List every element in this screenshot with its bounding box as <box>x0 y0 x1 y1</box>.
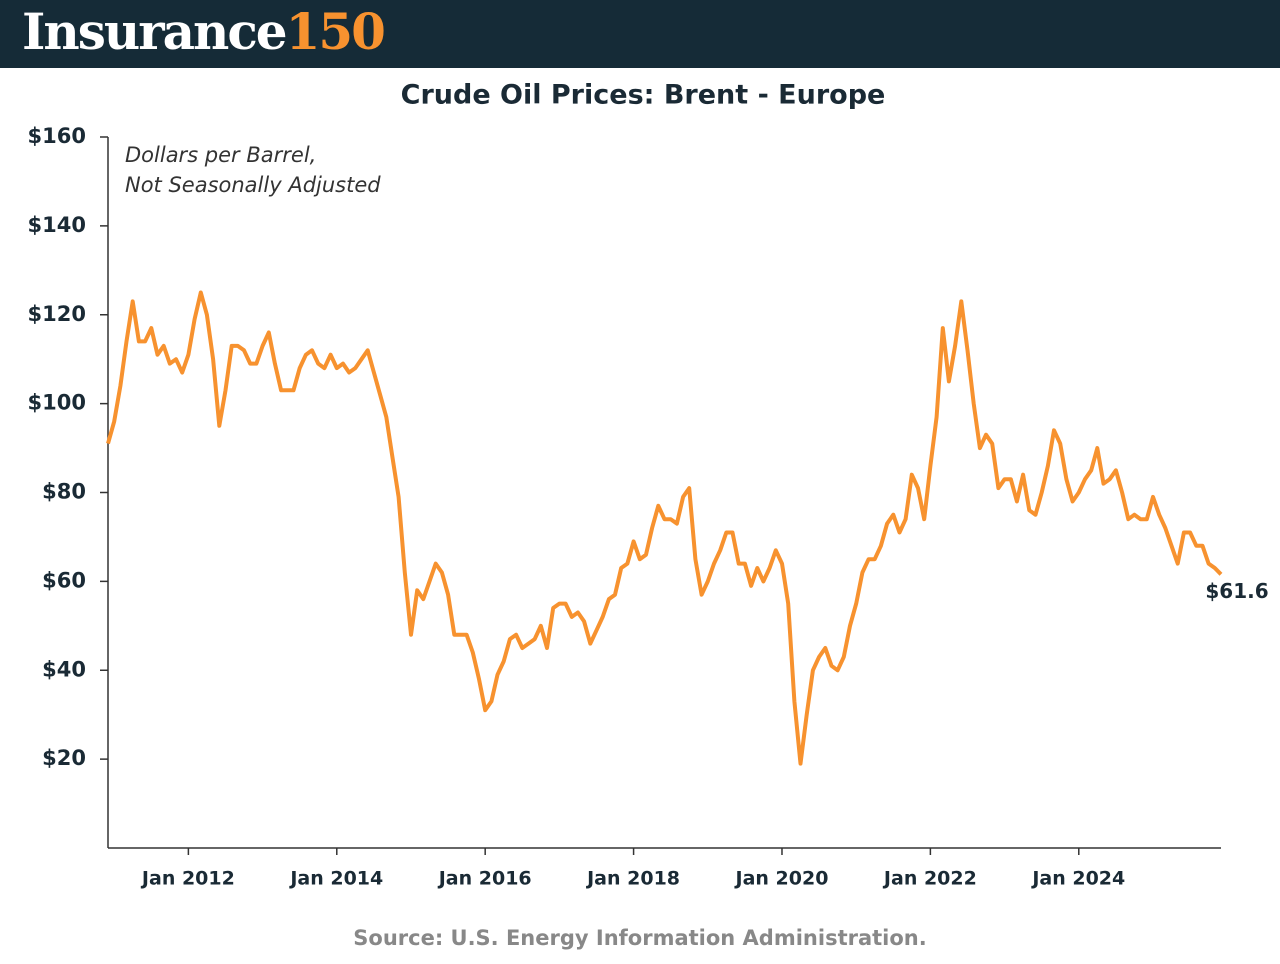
chart-title: Crude Oil Prices: Brent - Europe <box>401 80 886 111</box>
value-label: $61.6 <box>1205 579 1268 603</box>
y-tick-label: $20 <box>42 746 86 770</box>
x-tick-label: Jan 2020 <box>734 868 829 890</box>
x-tick-label: Jan 2022 <box>882 868 977 890</box>
subtitle: Not Seasonally Adjusted <box>125 173 381 197</box>
brand-logo: Insurance150 <box>22 2 384 61</box>
y-tick-label: $140 <box>28 213 86 237</box>
price-line <box>106 290 1223 766</box>
y-tick-label: $120 <box>28 302 86 326</box>
brand-name: Insurance <box>22 2 286 61</box>
brand-number: 150 <box>286 2 385 61</box>
x-tick-label: Jan 2016 <box>437 868 532 890</box>
subtitle: Dollars per Barrel, <box>125 143 316 167</box>
y-tick-label: $80 <box>42 480 86 504</box>
x-tick-label: Jan 2014 <box>288 868 383 890</box>
x-tick-label: Jan 2018 <box>585 868 680 890</box>
y-tick-label: $160 <box>28 124 86 148</box>
x-tick-label: Jan 2012 <box>140 868 235 890</box>
y-tick-label: $60 <box>42 568 86 592</box>
y-tick-label: $40 <box>42 657 86 681</box>
x-tick-label: Jan 2024 <box>1030 868 1125 890</box>
source: Source: U.S. Energy Information Administ… <box>353 926 926 950</box>
y-tick-label: $100 <box>28 391 86 415</box>
header-bar <box>0 0 1280 68</box>
